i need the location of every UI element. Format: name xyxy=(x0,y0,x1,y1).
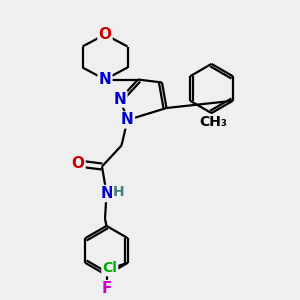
Text: N: N xyxy=(100,186,113,201)
Text: O: O xyxy=(98,27,112,42)
Text: CH₃: CH₃ xyxy=(199,115,227,128)
Text: H: H xyxy=(113,185,124,199)
Text: N: N xyxy=(114,92,126,106)
Text: F: F xyxy=(101,281,112,296)
Text: N: N xyxy=(121,112,134,128)
Text: O: O xyxy=(71,156,85,171)
Text: N: N xyxy=(99,72,111,87)
Text: Cl: Cl xyxy=(102,261,117,275)
